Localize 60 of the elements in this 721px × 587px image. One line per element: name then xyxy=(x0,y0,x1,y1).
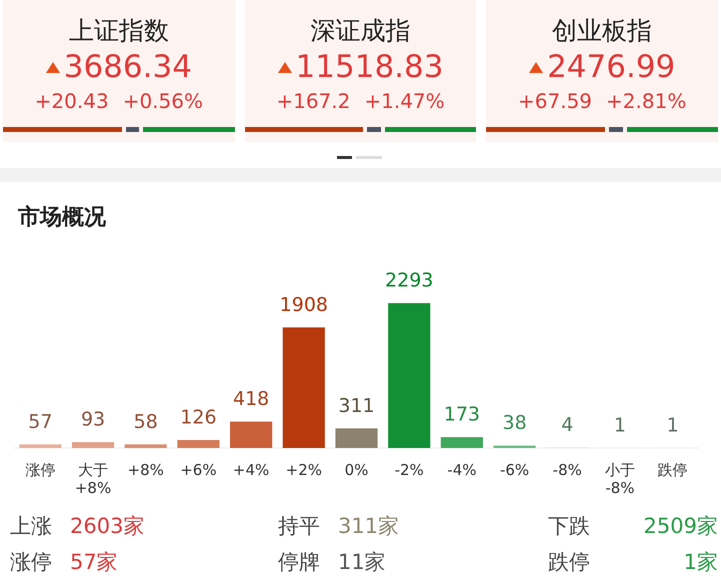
x-tick-label: 0% xyxy=(344,460,368,479)
bar xyxy=(230,422,272,448)
text: 11518.83 xyxy=(296,49,444,85)
data-label: 1908 xyxy=(280,294,328,316)
x-tick-label: +6% xyxy=(180,460,217,479)
data-label: 1 xyxy=(614,414,626,436)
text: 2509家 xyxy=(644,513,718,540)
data-label: 126 xyxy=(180,406,217,428)
x-tick-label: -8% xyxy=(552,460,582,479)
data-label: 1 xyxy=(666,414,679,436)
data-label: 38 xyxy=(502,412,527,434)
text: 2603家 xyxy=(70,513,144,540)
data-label: 58 xyxy=(134,410,158,433)
text: 3686.34 xyxy=(64,49,192,85)
data-label: 2293 xyxy=(385,270,434,292)
chart-title: 市场概况 xyxy=(17,204,107,232)
x-tick-label: 小于 -8% xyxy=(604,460,635,497)
bar xyxy=(388,303,430,448)
text: 57家 xyxy=(70,549,118,576)
x-tick-label: 大于 +8% xyxy=(74,460,112,497)
text: +167.2 xyxy=(276,89,350,113)
text: +20.43 xyxy=(34,89,109,113)
text: 跌停 xyxy=(548,549,590,576)
bar xyxy=(440,437,483,448)
bar xyxy=(19,444,62,448)
text: +2.81% xyxy=(606,89,686,113)
bar xyxy=(124,444,167,448)
data-label: 311 xyxy=(338,394,375,417)
data-label: 57 xyxy=(28,410,52,433)
x-tick-label: 涨停 xyxy=(25,460,56,479)
data-label: 418 xyxy=(232,388,270,410)
text: 11家 xyxy=(338,549,386,576)
x-tick-label: -2% xyxy=(394,460,424,479)
data-label: 4 xyxy=(561,414,574,436)
bar xyxy=(335,428,378,448)
text: +67.59 xyxy=(518,89,592,113)
text: 停牌 xyxy=(278,549,321,576)
bar xyxy=(177,440,220,448)
text: 上证指数 xyxy=(68,15,170,47)
x-tick-label: 跌停 xyxy=(658,460,688,479)
x-tick-label: +8% xyxy=(128,460,164,479)
text: 创业板指 xyxy=(551,15,654,47)
data-label: 93 xyxy=(80,408,106,431)
text: 311家 xyxy=(338,513,400,540)
x-tick-label: +4% xyxy=(232,460,270,479)
text: +0.56% xyxy=(122,89,203,113)
text: +1.47% xyxy=(364,89,445,113)
text: 深证成指 xyxy=(310,15,412,47)
text: 2476.99 xyxy=(547,49,676,85)
text: 上涨 xyxy=(10,513,53,540)
text: 涨停 xyxy=(10,549,53,576)
x-tick-label: -6% xyxy=(500,460,530,479)
bar xyxy=(72,442,114,448)
x-tick-label: +2% xyxy=(286,460,322,479)
bar xyxy=(282,327,325,448)
x-tick-label: -4% xyxy=(447,460,476,479)
text: 下跌 xyxy=(548,513,590,540)
data-label: 173 xyxy=(444,404,480,426)
text: 持平 xyxy=(278,513,321,540)
text: 1家 xyxy=(684,549,718,576)
